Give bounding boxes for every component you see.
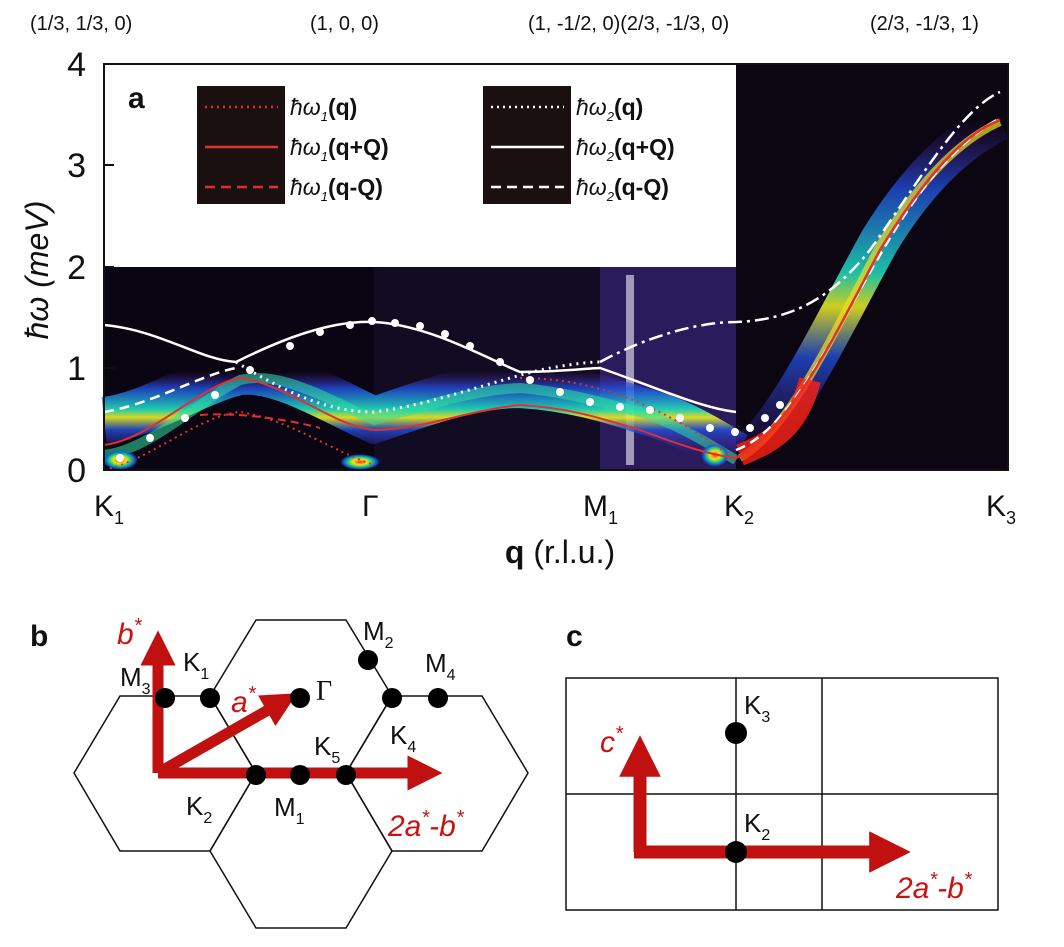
x-axis-label: q (r.l.u.) xyxy=(505,534,615,570)
label-k1: K1 xyxy=(183,647,209,683)
point-k5 xyxy=(336,765,356,785)
label-2a-b-star-c: 2a*-b* xyxy=(895,869,973,905)
point-m3 xyxy=(155,688,175,708)
label-m2: M2 xyxy=(363,616,394,652)
x-label-m1: M1 xyxy=(583,490,618,528)
panel-a-label: a xyxy=(128,82,145,115)
legend-label-w1-q: ħω1(q) xyxy=(290,94,357,124)
label-a-star: a* xyxy=(231,683,257,719)
point-m1 xyxy=(290,765,310,785)
x-label-gamma: Γ xyxy=(362,490,379,523)
legend-label-w1-qpQ: ħω1(q+Q) xyxy=(290,134,389,164)
label-k5: K5 xyxy=(314,731,340,767)
legend-label-w2-qmQ: ħω2(q-Q) xyxy=(576,174,669,204)
point-gamma xyxy=(290,688,310,708)
legend-label-w2-q: ħω2(q) xyxy=(576,94,643,124)
label-m3: M3 xyxy=(120,662,151,698)
legend-right: ħω2(q) ħω2(q+Q) ħω2(q-Q) xyxy=(483,86,675,204)
panel-b-label: b xyxy=(30,620,48,653)
x-label-k1: K1 xyxy=(94,490,124,528)
top-coord-k1: (1/3, 1/3, 0) xyxy=(30,13,132,35)
grid xyxy=(565,677,999,911)
panel-c: c K3 K2 c* 2a*-b* xyxy=(565,620,999,911)
label-b-star: b* xyxy=(117,615,143,651)
point-k3 xyxy=(725,722,747,744)
label-k2: K2 xyxy=(186,791,212,827)
label-m4: M4 xyxy=(425,648,456,684)
top-coord-gamma: (1, 0, 0) xyxy=(310,13,379,35)
dispersion-curves xyxy=(103,90,1001,471)
label-m1: M1 xyxy=(274,792,305,828)
x-label-k2: K2 xyxy=(724,490,754,528)
label-k2-c: K2 xyxy=(744,808,770,844)
label-c-star: c* xyxy=(600,723,624,759)
label-k3: K3 xyxy=(744,690,770,726)
legend-label-w1-qmQ: ħω1(q-Q) xyxy=(290,174,383,204)
y-tick-4: 4 xyxy=(67,46,86,84)
top-coord-m1-k2: (1, -1/2, 0)(2/3, -1/3, 0) xyxy=(528,13,729,35)
panel-c-label: c xyxy=(566,620,583,653)
panel-b: b M3 K1 Γ M2 M4 K4 K5 xyxy=(30,615,529,929)
x-label-k3: K3 xyxy=(986,490,1016,528)
label-gamma: Γ xyxy=(316,676,332,707)
panel-a: (1/3, 1/3, 0) (1, 0, 0) (1, -1/2, 0)(2/3… xyxy=(19,13,1016,570)
point-k4 xyxy=(382,688,402,708)
point-k2-c xyxy=(725,841,747,863)
point-m2 xyxy=(358,650,378,670)
top-coord-k3: (2/3, -1/3, 1) xyxy=(870,13,979,35)
point-k1 xyxy=(200,688,220,708)
y-tick-3: 3 xyxy=(67,147,86,185)
label-k4: K4 xyxy=(390,720,416,756)
legend-left: ħω1(q) ħω1(q+Q) ħω1(q-Q) xyxy=(197,86,389,204)
y-tick-2: 2 xyxy=(67,249,86,287)
arrow-a-star xyxy=(155,693,298,778)
y-tick-1: 1 xyxy=(67,350,86,388)
legend-label-w2-qpQ: ħω2(q+Q) xyxy=(576,134,675,164)
point-k2 xyxy=(246,765,266,785)
point-m4 xyxy=(428,688,448,708)
y-axis-label: ħω (meV) xyxy=(19,201,55,340)
y-tick-0: 0 xyxy=(67,452,86,490)
label-2a-b-star: 2a*-b* xyxy=(387,807,465,843)
